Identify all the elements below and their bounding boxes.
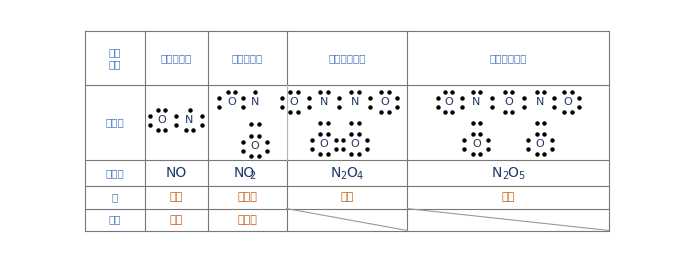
- Text: 無色: 無色: [341, 192, 353, 202]
- Text: O: O: [536, 139, 544, 149]
- Text: 色: 色: [112, 192, 118, 202]
- Text: O: O: [508, 166, 519, 180]
- Text: N: N: [320, 97, 328, 107]
- Text: O: O: [472, 139, 481, 149]
- Text: O: O: [564, 97, 573, 107]
- Text: O: O: [157, 115, 166, 125]
- Text: O: O: [227, 97, 236, 107]
- Text: N: N: [331, 166, 341, 180]
- Text: 一酸化窒素: 一酸化窒素: [161, 53, 192, 63]
- Text: NO: NO: [234, 166, 255, 180]
- Text: 五酸化二窒素: 五酸化二窒素: [489, 53, 527, 63]
- Text: N: N: [251, 97, 259, 107]
- Text: なし: なし: [170, 214, 183, 225]
- Text: NO: NO: [166, 166, 187, 180]
- Text: 無色: 無色: [502, 192, 515, 202]
- Text: 電子式: 電子式: [106, 117, 124, 127]
- Text: N: N: [351, 97, 359, 107]
- Text: O: O: [320, 139, 328, 149]
- Text: 化合
物名: 化合 物名: [108, 47, 121, 69]
- Text: O: O: [444, 97, 453, 107]
- Text: 2: 2: [249, 171, 255, 181]
- Text: N: N: [473, 97, 481, 107]
- Text: N: N: [492, 166, 502, 180]
- Text: O: O: [250, 141, 259, 151]
- Text: 赤褐色: 赤褐色: [238, 192, 257, 202]
- Text: O: O: [290, 97, 299, 107]
- Text: 2: 2: [502, 171, 508, 181]
- Text: O: O: [346, 166, 357, 180]
- Text: O: O: [351, 139, 359, 149]
- Text: 臭い: 臭い: [108, 214, 121, 225]
- Text: 四酸化二窒素: 四酸化二窒素: [328, 53, 366, 63]
- Text: 刺激臭: 刺激臭: [238, 214, 257, 225]
- Text: 4: 4: [357, 171, 363, 181]
- Text: O: O: [504, 97, 512, 107]
- Text: N: N: [536, 97, 544, 107]
- Text: 二酸化窒素: 二酸化窒素: [232, 53, 263, 63]
- Text: O: O: [380, 97, 389, 107]
- Text: N: N: [185, 115, 194, 125]
- Text: 無色: 無色: [170, 192, 183, 202]
- Text: 5: 5: [518, 171, 524, 181]
- Text: 分子式: 分子式: [106, 168, 124, 178]
- Text: 2: 2: [341, 171, 347, 181]
